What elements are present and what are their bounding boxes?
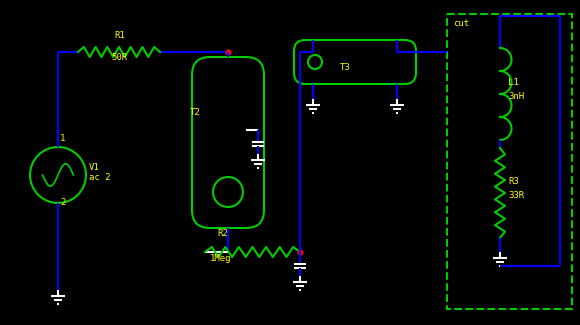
Text: T2: T2 xyxy=(190,108,201,117)
Text: 50R: 50R xyxy=(111,53,127,62)
Text: ac 2: ac 2 xyxy=(89,173,111,182)
Text: 33R: 33R xyxy=(508,191,524,200)
Text: 1Meg: 1Meg xyxy=(210,254,231,263)
Text: 2: 2 xyxy=(60,198,66,207)
Bar xyxy=(447,14,572,309)
Text: R3: R3 xyxy=(508,177,519,186)
Text: 1: 1 xyxy=(60,134,66,143)
Text: V1: V1 xyxy=(89,163,100,172)
Text: 3nH: 3nH xyxy=(508,92,524,101)
Text: R2: R2 xyxy=(217,229,228,238)
Text: cut: cut xyxy=(453,19,469,28)
Text: T3: T3 xyxy=(340,63,351,72)
Text: R1: R1 xyxy=(114,31,125,40)
Text: L1: L1 xyxy=(508,78,519,87)
